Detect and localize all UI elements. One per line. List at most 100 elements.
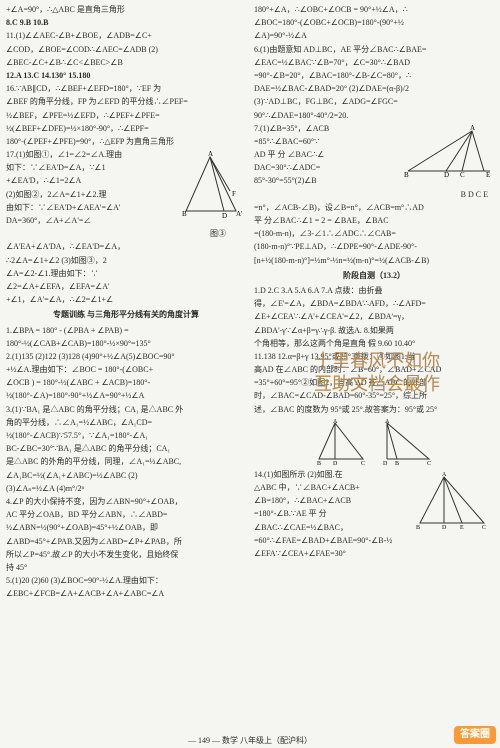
- text-line: ∠A₁BC=½(∠A₁+∠ABC)=½∠ABC (2): [6, 470, 246, 481]
- text-line: +∠1，∠A'=∠A，∴∠2=∠1+∠: [6, 294, 246, 305]
- text-line: ∠EAC=½∠BAC∵∠B=70°，∠C=30°∴∠BAD: [254, 57, 494, 68]
- svg-text:B: B: [317, 461, 321, 465]
- svg-text:C: C: [482, 525, 486, 531]
- text-line: ½(180°-∠ACB)∵57.5°，∵∠A₁=180°-∠A₁: [6, 430, 246, 441]
- text-line: ∠A)=90°-½∠A: [254, 30, 494, 41]
- text-line: (3)∠Aₙ=½∠A (4)m°/2ⁿ: [6, 483, 246, 494]
- text-line: 180°-½(∠CAB+∠CAB)=180°-½×90°=135°: [6, 338, 246, 349]
- text-line: ½∠ABN=½(90°+∠OAB)=45°+½∠OAB，即: [6, 522, 246, 533]
- text-line: =n°，∠ACB-∠B)，设∠B=n°，∠ACB=m°∴AD: [254, 202, 494, 213]
- text-line: (3)∵AD⊥BC，FG⊥BC，∠ADG=∠FGC=: [254, 96, 494, 107]
- svg-text:A: A: [385, 419, 390, 425]
- text-line: 1.∠BPA = 180° - (∠PBA + ∠PAB) =: [6, 325, 246, 336]
- text-line: 述，∠BAC 的度数为 95°或 25°.故答案为：95°或 25°: [254, 404, 494, 415]
- svg-text:F: F: [232, 190, 236, 198]
- text-line: 11.138 12.α=β+γ 13.95°或25° 点拨：①如图1.当: [254, 351, 494, 362]
- text-line: ∠A'EA+∠A'DA，∴∠EA'D=∠A，: [6, 241, 246, 252]
- svg-text:E: E: [486, 171, 490, 179]
- text-line: ½(180°-∠A)=180°-90°+½∠A=90°+½∠A: [6, 390, 246, 401]
- text-line: 得，∠E'=∠A，∠BDA=∠BDA'∴AFD，∴∠AFD=: [254, 298, 494, 309]
- text-line: ∠BEF 的角平分线，FP 为∠EFD 的平分线∴∠PEF=: [6, 96, 246, 107]
- text-line: ∠BDA'-γ∵∠α+β=γ∴γ-β. 故选A. 8.如果两: [254, 325, 494, 336]
- svg-text:B: B: [416, 525, 420, 531]
- text-line: 时，∠BAC=∠CAD-∠BAD=60°-35°=25°，综上所: [254, 390, 494, 401]
- text-line: 高AD 在∠ABC 的内部时：∠B=60°，∠BAD+∠CAD: [254, 364, 494, 375]
- text-line: =35°+60°=95°②如图2，当高 AD 在△ABC 的外部: [254, 377, 494, 388]
- geometry-figure-3b: A D B C: [379, 419, 433, 465]
- text-line: 16.∵AB∥CD，∴∠BEF+∠EFD=180°，∵EF 为: [6, 83, 246, 94]
- geometry-figure-2: A B C D E: [402, 125, 492, 179]
- text-line: ∴2∠A=∠1+∠2 (3)如图③，2: [6, 255, 246, 266]
- text-line: (180-m-n)°∵PE⊥AD，∴∠DPE=90°-∠ADE-90°-: [254, 241, 494, 252]
- svg-text:D: D: [444, 171, 449, 179]
- text-line: 持 45°: [6, 562, 246, 573]
- answer-line: 8.C 9.B 10.B: [6, 17, 246, 28]
- text-line: BC-∠BC=30°∵BA₁ 是△ABC 的角平分线；CA₁: [6, 443, 246, 454]
- text-line: DAE=½∠BAC-∠BAD=20° (2)∠DAE=(α-β)/2: [254, 83, 494, 94]
- geometry-figure-1: A B D F A': [180, 151, 244, 219]
- section-heading: 专题训练 与三角形平分线有关的角度计算: [6, 309, 246, 320]
- stage-heading: 阶段自测（13.2）: [254, 270, 494, 281]
- svg-text:D: D: [222, 212, 227, 219]
- svg-text:D: D: [442, 525, 447, 531]
- text-line: =60°∴∠FAE=∠BAD+∠BAE=90°-∠B-½: [254, 535, 494, 546]
- figure-row: A B D C A D B C: [254, 419, 494, 465]
- svg-text:A: A: [470, 125, 475, 132]
- figure-axis-label: B D C E: [254, 189, 494, 200]
- svg-text:D: D: [383, 461, 388, 465]
- text-line: ∠EBC+∠FCB=∠A+∠ACB+∠A+∠ABC=∠A: [6, 588, 246, 599]
- text-line: 所以∠P=45°.故∠P 的大小不发生变化，且始终保: [6, 549, 246, 560]
- answer-line: 12.A 13.C 14.130° 15.180: [6, 70, 246, 81]
- text-line: 个角相等，那么这两个角是直角 假 9.60 10.40°: [254, 338, 494, 349]
- text-line: 角的平分线，∴∠A₁=½∠ABC，∠A₁CD=: [6, 417, 246, 428]
- text-line: ∠BOC=180°-(∠OBC+∠OCB)=180°-(90°+½: [254, 17, 494, 28]
- text-line: +∠A=90°，∴△ABC 是直角三角形: [6, 4, 246, 15]
- geometry-figure-4: A B D E C: [414, 471, 492, 531]
- text-line: ∠OCB ) = 180°-½(∠ABC + ∠ACB)=180°-: [6, 377, 246, 388]
- text-line: 3.(1)∵BA₁ 是△ABC 的角平分线；CA₁ 是△ABC 外: [6, 404, 246, 415]
- svg-text:A: A: [208, 151, 213, 158]
- text-line: ∠ABD=45°+∠PAB.又因为∠ABD=∠P+∠PAB，所: [6, 536, 246, 547]
- text-line: 90°∴∠DAE=180°-40°/2=20.: [254, 110, 494, 121]
- text-line: 180°+∠A，∴∠OBC+∠OCB = 90°+½∠A，∴: [254, 4, 494, 15]
- svg-text:D: D: [333, 461, 338, 465]
- text-line: ∠EFA∵∠CEA+∠FAE=30°: [254, 548, 494, 559]
- text-line: 11.(1)∠∠AEC-∠B+∠BOE，∠ADB=∠C+: [6, 30, 246, 41]
- text-line: 4.∠P 的大小保持不变，因为∠ABN=90°+∠OAB，: [6, 496, 246, 507]
- svg-text:A': A': [236, 210, 242, 218]
- text-line: =90°-∠B=20°，∠BAC=180°-∠B-∠C=80°，∴: [254, 70, 494, 81]
- text-line: =(180-m-n)，∠3-∠1∴∠ADC∴∠CAB=: [254, 228, 494, 239]
- svg-text:B: B: [395, 461, 399, 465]
- figure-label: 图③: [6, 228, 246, 239]
- right-column: 180°+∠A，∴∠OBC+∠OCB = 90°+½∠A，∴ ∠BOC=180°…: [254, 4, 494, 744]
- site-badge: 答案圈: [454, 726, 496, 744]
- svg-text:B: B: [182, 210, 187, 218]
- text-line: ½(∠BEF+∠DFE)=½×180°-90°，∴∠EPF=: [6, 123, 246, 134]
- text-line: ∠E+∠CEA'∴∠A'+∠CEA'=∠2，∠BDA'=γ，: [254, 311, 494, 322]
- text-line: ∠COD，∠BOE=∠COD∴∠AEC=∠ADB (2): [6, 44, 246, 55]
- svg-text:C: C: [361, 461, 365, 465]
- svg-text:C: C: [460, 171, 465, 179]
- svg-text:B: B: [404, 171, 409, 179]
- text-line: 平 分∠BAC∴∠1 = 2 = ∠BAE，∠BAC: [254, 215, 494, 226]
- text-line: +½∠A.理由如下：∠BOC = 180°-(∠OBC+: [6, 364, 246, 375]
- text-line: ∠2=∠A+∠EFA，∠EFA=∠A': [6, 281, 246, 292]
- geometry-figure-3a: A B D C: [315, 419, 369, 465]
- text-line: 1.D 2.C 3.A 5.A 6.A 7.A 点拨：由折叠: [254, 285, 494, 296]
- text-line: ∠A=∠2-∠1.理由如下：∵: [6, 268, 246, 279]
- svg-text:A: A: [442, 472, 447, 478]
- text-line: ∠BEC-∠C+∠B∴∠C<∠BEC>∠B: [6, 57, 246, 68]
- text-line: AC 平分∠OAB，BD 平分∠ABN，∴∠ABD=: [6, 509, 246, 520]
- page-container: +∠A=90°，∴△ABC 是直角三角形 8.C 9.B 10.B 11.(1)…: [0, 0, 500, 748]
- text-line: 6.(1)由题意知 AD⊥BC，AE 平分∠BAC∴∠BAE=: [254, 44, 494, 55]
- svg-text:E: E: [460, 525, 464, 531]
- svg-text:A: A: [333, 419, 338, 425]
- text-line: ½∠BEF，∠PFE=½∠EFD，∴∠PEF+∠PFE=: [6, 110, 246, 121]
- svg-text:C: C: [427, 461, 431, 465]
- text-line: 是△ABC 的外角的平分线，同理，∠A₁=½∠ABC,: [6, 456, 246, 467]
- text-line: [n+½(180-m-n)°]=½m°-½n=½(m-n)°=½(∠ACB-∠B…: [254, 255, 494, 266]
- page-footer: — 149 — 数学 八年级上（配沪科）: [0, 735, 500, 746]
- text-line: 5.(1)20 (2)60 (3)∠BOC=90°-½∠A.理由如下：: [6, 575, 246, 586]
- text-line: 180°-(∠PEF+∠PFE)=90°，∴△EFP 为直角三角形: [6, 136, 246, 147]
- left-column: +∠A=90°，∴△ABC 是直角三角形 8.C 9.B 10.B 11.(1)…: [6, 4, 246, 744]
